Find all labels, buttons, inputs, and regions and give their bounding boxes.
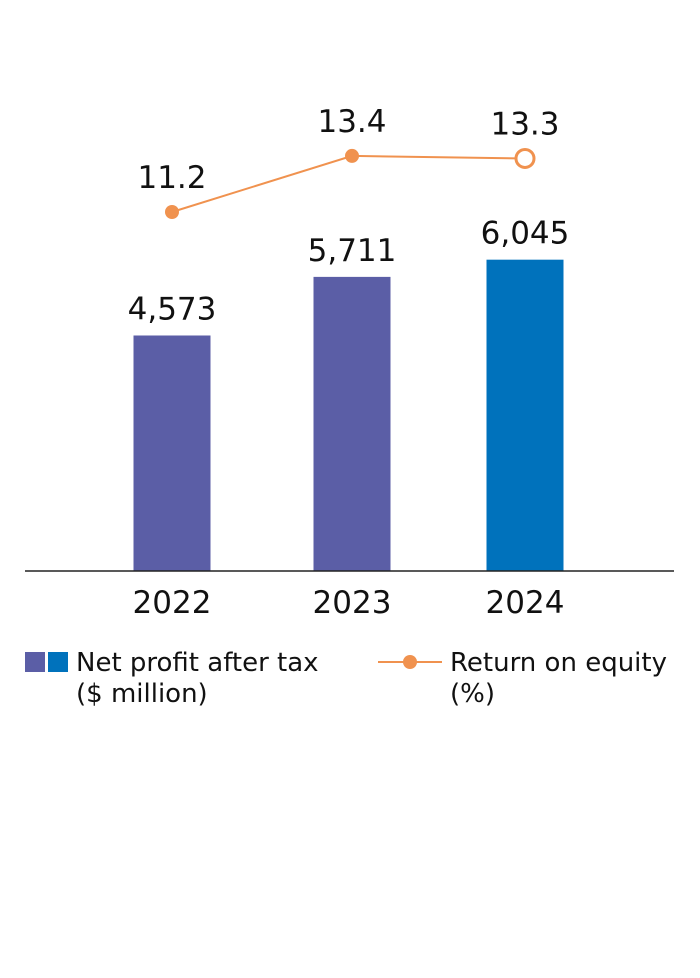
legend-roe: Return on equity (%)	[378, 648, 667, 710]
bar-2023	[313, 276, 391, 571]
bar-2024	[486, 259, 564, 571]
legend-roe-line1: Return on equity	[450, 648, 667, 678]
legend-swatch-2024	[48, 652, 68, 672]
roe-line	[171, 154, 526, 213]
x-tick-2022: 2022	[133, 585, 212, 621]
bar-2022	[133, 335, 211, 571]
roe-label-2023: 13.4	[317, 104, 386, 140]
bars-layer	[133, 259, 564, 571]
legend-net-profit-line1: Net profit after tax	[76, 648, 319, 678]
roe-point-2022	[165, 205, 179, 219]
x-tick-2024: 2024	[486, 585, 565, 621]
roe-point-2023	[345, 148, 359, 163]
legend-roe-line2: (%)	[450, 679, 495, 709]
bar-label-2023: 5,711	[308, 233, 397, 269]
labels-layer: 4,573 2022 5,711 2023 6,045 2024 11.2 13.4 13.3	[128, 104, 570, 621]
legend-roe-text: Return on equity (%)	[450, 648, 667, 710]
x-tick-2023: 2023	[313, 585, 392, 621]
roe-line-layer	[165, 147, 536, 219]
legend-swatch-2022-2023	[25, 652, 45, 672]
chart-canvas: 4,573 2022 5,711 2023 6,045 2024 11.2 13.4 13.3	[25, 104, 674, 621]
legend-line-marker	[378, 648, 442, 676]
roe-label-2022: 11.2	[137, 160, 206, 196]
roe-label-2024: 13.3	[490, 106, 559, 142]
bar-label-2022: 4,573	[128, 291, 217, 327]
legend-net-profit-text: Net profit after tax ($ million)	[76, 648, 319, 710]
bar-label-2024: 6,045	[481, 216, 570, 252]
legend-net-profit-line2: ($ million)	[76, 679, 208, 709]
legend-net-profit: Net profit after tax ($ million)	[25, 648, 319, 710]
legend-line-dot	[403, 655, 417, 669]
roe-point-2024	[514, 147, 536, 169]
